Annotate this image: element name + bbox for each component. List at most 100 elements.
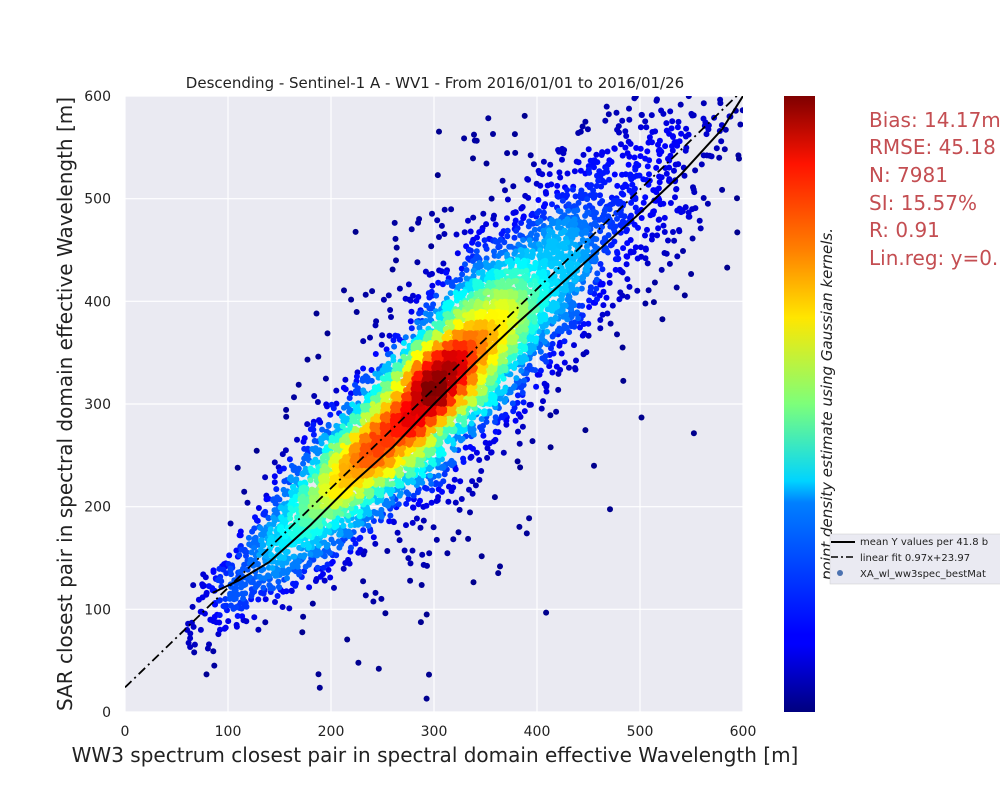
data-point [466, 247, 473, 254]
data-point [386, 518, 393, 525]
data-point [571, 208, 578, 215]
data-point [434, 324, 440, 331]
data-point [379, 381, 386, 388]
data-point [594, 172, 600, 179]
data-point [423, 695, 430, 702]
data-point [618, 141, 624, 148]
data-point [491, 494, 498, 501]
data-point [535, 219, 542, 226]
data-point [543, 609, 550, 616]
data-point [403, 489, 410, 496]
data-point [296, 544, 303, 551]
data-point [642, 118, 649, 125]
data-point [348, 296, 355, 303]
data-point [210, 567, 217, 574]
data-point [328, 401, 335, 408]
data-point [353, 309, 360, 315]
data-point [565, 207, 572, 214]
data-point [328, 536, 335, 543]
data-point [324, 561, 331, 568]
data-point [616, 296, 623, 303]
data-point [690, 186, 697, 193]
data-point [385, 360, 392, 367]
data-point [652, 128, 659, 135]
data-point [456, 506, 463, 513]
data-point [498, 261, 505, 268]
data-point [480, 432, 487, 439]
data-point [519, 251, 526, 258]
data-point [667, 200, 674, 206]
data-point [724, 264, 731, 271]
data-point [440, 450, 447, 457]
data-point [303, 452, 310, 459]
data-point [295, 465, 302, 472]
data-point [696, 217, 703, 224]
data-point [558, 350, 565, 357]
data-point [285, 567, 292, 574]
data-point [688, 271, 695, 277]
data-point [364, 516, 370, 522]
data-point [327, 411, 334, 418]
data-point [546, 227, 553, 234]
data-point [409, 466, 415, 473]
data-point [638, 215, 645, 221]
data-point [426, 550, 433, 557]
data-point [632, 244, 639, 251]
data-point [719, 186, 726, 193]
data-point [491, 398, 498, 405]
data-point [340, 413, 346, 419]
data-point [369, 401, 376, 408]
data-point [571, 168, 578, 175]
data-point [190, 582, 197, 589]
data-point [671, 237, 678, 244]
data-point [314, 399, 321, 405]
data-point [661, 250, 668, 256]
data-point [416, 324, 423, 331]
data-point [372, 351, 379, 357]
data-point [393, 244, 400, 251]
data-point [203, 589, 210, 596]
data-point [441, 231, 448, 237]
data-point [597, 261, 604, 267]
data-point [353, 373, 360, 380]
data-point [674, 253, 681, 260]
data-point [286, 605, 293, 612]
data-point [468, 420, 475, 427]
data-point [268, 551, 275, 558]
data-point [556, 327, 563, 334]
data-point [520, 382, 527, 388]
data-point [252, 584, 259, 591]
data-point [420, 561, 427, 568]
data-point [560, 313, 567, 320]
data-point [255, 626, 262, 633]
data-point [590, 187, 597, 194]
data-point [644, 148, 651, 155]
data-point [656, 146, 663, 153]
data-point [628, 212, 634, 219]
data-point [402, 334, 409, 341]
data-point [471, 131, 477, 138]
data-point [689, 112, 696, 119]
data-point [580, 151, 587, 158]
data-point [433, 536, 440, 543]
data-point [287, 474, 294, 481]
data-point [475, 241, 481, 248]
data-point [310, 426, 317, 433]
data-point [320, 435, 327, 442]
data-point [604, 310, 611, 317]
data-point [409, 547, 416, 554]
data-point [540, 158, 547, 165]
data-point [458, 496, 465, 502]
data-point [436, 320, 443, 326]
data-point [722, 126, 729, 133]
data-point [429, 270, 435, 277]
data-point [317, 550, 324, 557]
data-point [284, 548, 291, 555]
data-point [304, 421, 311, 428]
data-point [512, 360, 519, 367]
data-point [369, 288, 376, 295]
data-point [499, 177, 506, 184]
data-point [568, 312, 575, 319]
data-point [262, 619, 269, 626]
data-point [436, 234, 442, 240]
